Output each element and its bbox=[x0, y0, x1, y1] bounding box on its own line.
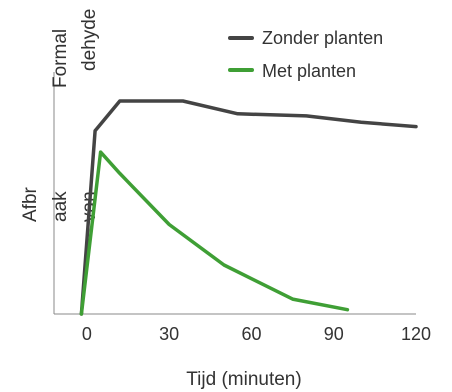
x-tick-label-0: 0 bbox=[82, 324, 92, 344]
x-tick-labels: 0 30 60 90 120 bbox=[82, 324, 431, 344]
axes bbox=[53, 72, 416, 315]
x-tick-label-60: 60 bbox=[241, 324, 261, 344]
y-axis-title-line-4: aak bbox=[50, 191, 71, 222]
y-axis-title-line-1: Formal bbox=[50, 29, 71, 88]
y-axis-title: Formal dehyde Afbr aak van bbox=[20, 9, 100, 222]
legend: Zonder planten Met planten bbox=[228, 28, 383, 81]
legend-label-met-planten: Met planten bbox=[262, 61, 356, 81]
x-axis-title: Tijd (minuten) bbox=[186, 369, 301, 390]
x-tick-label-30: 30 bbox=[159, 324, 179, 344]
series-line-met-planten bbox=[79, 150, 350, 316]
x-tick-label-90: 90 bbox=[324, 324, 344, 344]
y-axis-title-line-2: dehyde bbox=[79, 9, 100, 71]
series-line-zonder-planten bbox=[79, 99, 418, 316]
y-axis-title-line-3: Afbr bbox=[20, 186, 41, 222]
x-tick-label-120: 120 bbox=[401, 324, 431, 344]
legend-label-zonder-planten: Zonder planten bbox=[262, 28, 383, 48]
series-lines bbox=[79, 99, 418, 316]
